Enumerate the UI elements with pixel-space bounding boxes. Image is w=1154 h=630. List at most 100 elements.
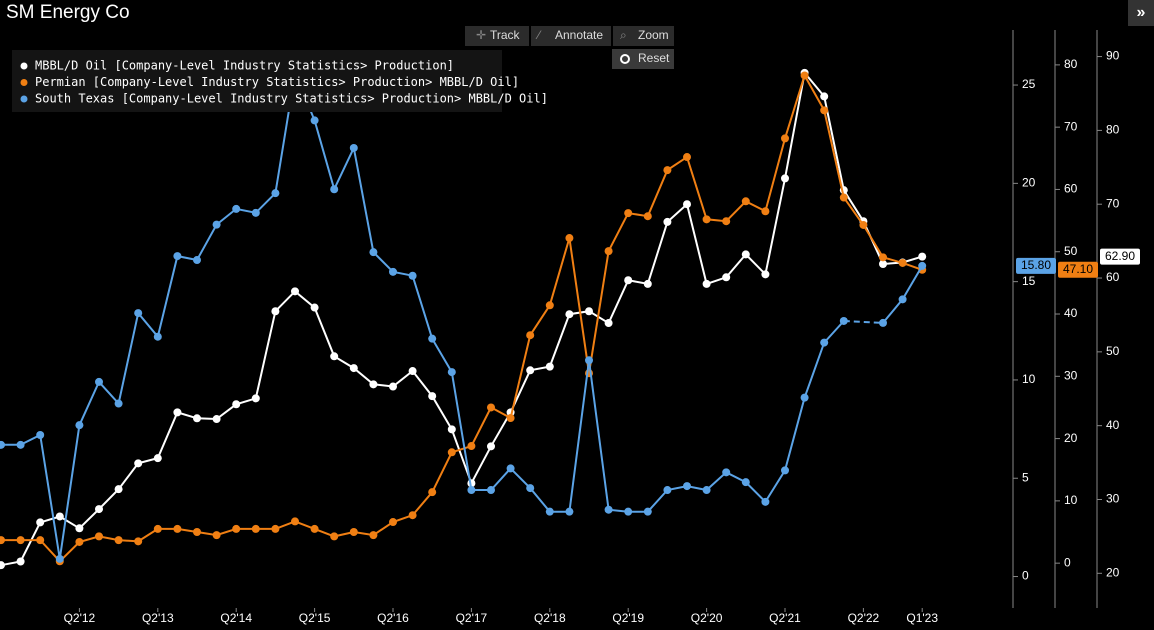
point	[75, 524, 84, 533]
point	[839, 316, 848, 325]
point	[643, 507, 652, 516]
x-tick-label: Q2'17	[456, 611, 488, 625]
y-tick-label: 60	[1106, 270, 1120, 284]
y-tick-label: 0	[1022, 569, 1029, 583]
point	[467, 442, 476, 451]
legend-label: Permian [Company-Level Industry Statisti…	[35, 75, 519, 89]
x-tick-label: Q2'16	[377, 611, 409, 625]
point	[36, 536, 45, 545]
y-tick-label: 0	[1064, 555, 1071, 569]
point	[95, 377, 103, 386]
legend-marker	[20, 79, 28, 86]
x-tick-label: Q2'19	[612, 611, 644, 625]
track-button[interactable]	[465, 26, 529, 46]
point	[389, 518, 397, 527]
point	[526, 366, 535, 375]
y-tick-label: 70	[1064, 119, 1078, 133]
point	[722, 273, 731, 282]
point	[36, 518, 45, 527]
point	[722, 468, 731, 477]
point	[447, 425, 456, 434]
point	[702, 486, 711, 495]
point	[153, 332, 162, 341]
point	[173, 252, 182, 261]
point	[683, 153, 691, 162]
point	[545, 362, 554, 371]
value-label-box	[1100, 248, 1140, 265]
point	[624, 276, 633, 285]
point	[349, 143, 358, 152]
point	[389, 267, 397, 276]
point	[193, 414, 201, 423]
point	[232, 400, 241, 409]
value-label: 62.90	[1105, 249, 1135, 263]
point	[134, 537, 143, 546]
point	[487, 486, 495, 495]
point	[820, 106, 829, 115]
point	[232, 524, 241, 533]
annotate-button[interactable]	[531, 26, 611, 46]
point	[879, 253, 887, 262]
x-tick-label: Q1'23	[906, 611, 938, 625]
annotate-label[interactable]: Annotate	[555, 28, 603, 42]
expand-button[interactable]	[1128, 0, 1154, 26]
point	[271, 189, 280, 198]
point	[741, 478, 750, 487]
point	[898, 258, 907, 267]
expand-icon[interactable]: »	[1137, 4, 1146, 21]
point	[310, 303, 319, 312]
point	[251, 524, 260, 533]
point	[95, 505, 103, 514]
point	[781, 174, 789, 183]
x-tick-label: Q2'14	[220, 611, 252, 625]
point	[761, 497, 770, 506]
reset-button[interactable]	[612, 49, 674, 69]
point	[153, 454, 162, 463]
point	[487, 403, 495, 412]
x-tick-label: Q2'15	[299, 611, 331, 625]
point	[291, 287, 299, 296]
y-tick-label: 25	[1022, 77, 1036, 91]
point	[565, 310, 574, 319]
point	[291, 517, 299, 526]
point	[408, 367, 417, 376]
series-line	[1, 72, 923, 563]
point	[310, 524, 319, 533]
point	[75, 537, 84, 546]
point	[134, 459, 143, 468]
point	[702, 215, 711, 224]
x-tick-label: Q2'22	[848, 611, 880, 625]
point	[271, 524, 280, 533]
point	[663, 217, 672, 226]
y-tick-label: 5	[1022, 470, 1029, 484]
point	[310, 116, 319, 125]
point	[761, 207, 770, 216]
zoom-button[interactable]	[613, 26, 674, 46]
point	[212, 415, 221, 424]
point	[16, 536, 25, 545]
point	[643, 212, 652, 221]
point	[16, 557, 25, 566]
value-label-box	[1016, 257, 1056, 274]
point	[408, 511, 417, 520]
point	[447, 448, 456, 457]
y-tick-label: 90	[1106, 49, 1120, 63]
gap-connector	[843, 319, 884, 324]
track-label[interactable]: Track	[490, 28, 521, 42]
point	[349, 528, 358, 537]
zoom-label[interactable]: Zoom	[638, 28, 669, 42]
point	[193, 256, 201, 265]
point	[741, 197, 750, 206]
point	[173, 408, 182, 417]
point	[251, 394, 260, 403]
point	[408, 271, 417, 280]
point	[545, 301, 554, 310]
point	[428, 392, 437, 401]
point	[369, 380, 378, 389]
point	[526, 331, 535, 340]
point	[585, 356, 593, 365]
reset-label[interactable]: Reset	[638, 51, 670, 65]
point	[702, 279, 711, 288]
point	[75, 421, 84, 430]
point	[604, 505, 613, 514]
